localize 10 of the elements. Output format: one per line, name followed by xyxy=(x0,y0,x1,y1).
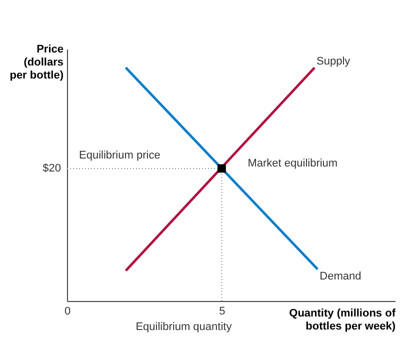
series-label: Supply xyxy=(316,56,351,68)
x-axis-title: Quantity (millions of bottles per week) xyxy=(289,308,396,332)
series-label: Demand xyxy=(320,270,362,282)
x-tick-label: 5 xyxy=(219,306,226,318)
annotation: $20 xyxy=(42,162,61,174)
x-tick-label: 0 xyxy=(64,306,71,318)
ref-line-label: Equilibrium quantity xyxy=(136,321,232,333)
annotation: Market equilibrium xyxy=(248,157,338,170)
ref-line-label: Equilibrium price xyxy=(79,149,160,162)
y-axis-title: Price (dollars per bottle) xyxy=(10,44,64,82)
